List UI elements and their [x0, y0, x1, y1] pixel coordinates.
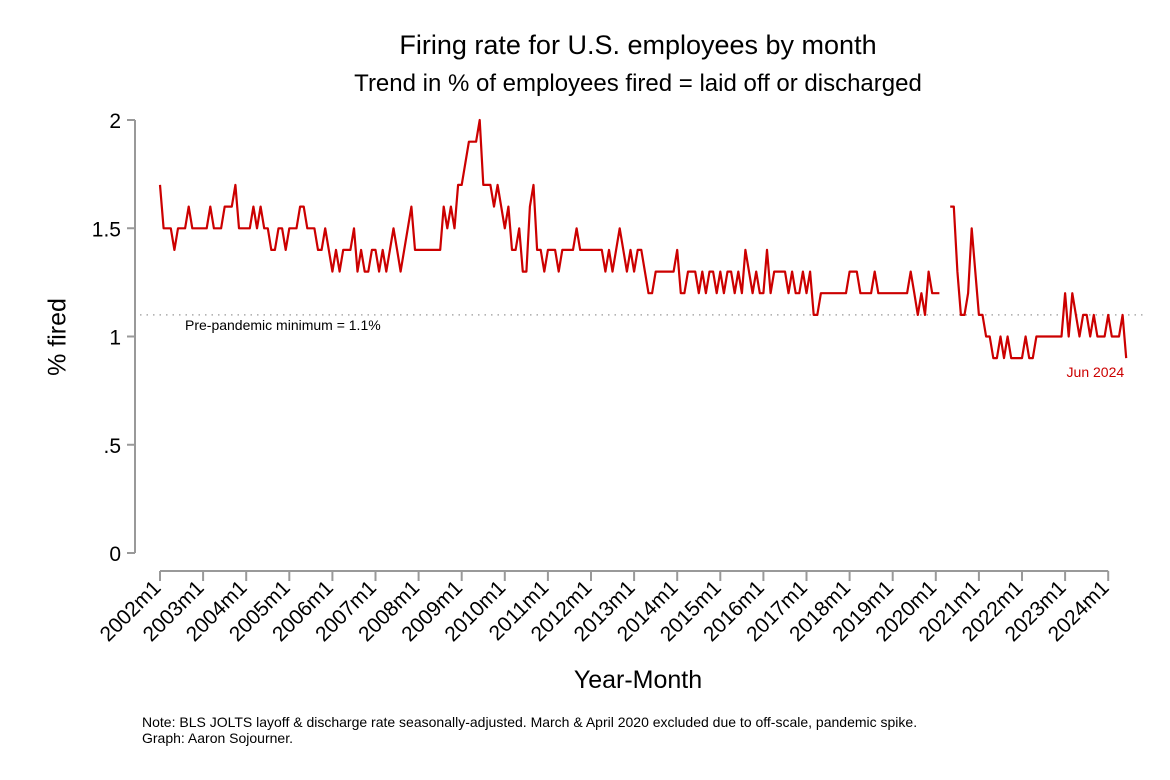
- y-tick-label: .5: [103, 435, 121, 458]
- y-tick-label: 0: [109, 543, 121, 566]
- reference-line-label: Pre-pandemic minimum = 1.1%: [185, 317, 381, 333]
- x-axis: 2002m12003m12004m12005m12006m12007m12008…: [96, 570, 1114, 646]
- series-group: Jun 2024: [158, 118, 1128, 380]
- y-tick-label: 1: [109, 327, 121, 350]
- y-tick-label: 1.5: [92, 218, 121, 241]
- chart-title: Firing rate for U.S. employees by month: [399, 30, 877, 60]
- chart-note: Note: BLS JOLTS layoff & discharge rate …: [142, 714, 917, 746]
- end-label: Jun 2024: [1067, 364, 1125, 380]
- y-axis: 0 .5 1 1.5 2: [92, 110, 136, 566]
- series-line: [950, 205, 1128, 360]
- series-line: [158, 118, 940, 316]
- chart-subtitle: Trend in % of employees fired = laid off…: [354, 70, 922, 97]
- reference-line-group: Pre-pandemic minimum = 1.1%: [140, 314, 1143, 333]
- note-line-credit: Graph: Aaron Sojourner.: [142, 730, 293, 746]
- x-axis-label: Year-Month: [573, 666, 703, 694]
- note-line-source: Note: BLS JOLTS layoff & discharge rate …: [142, 714, 918, 730]
- y-tick-label: 2: [109, 110, 121, 133]
